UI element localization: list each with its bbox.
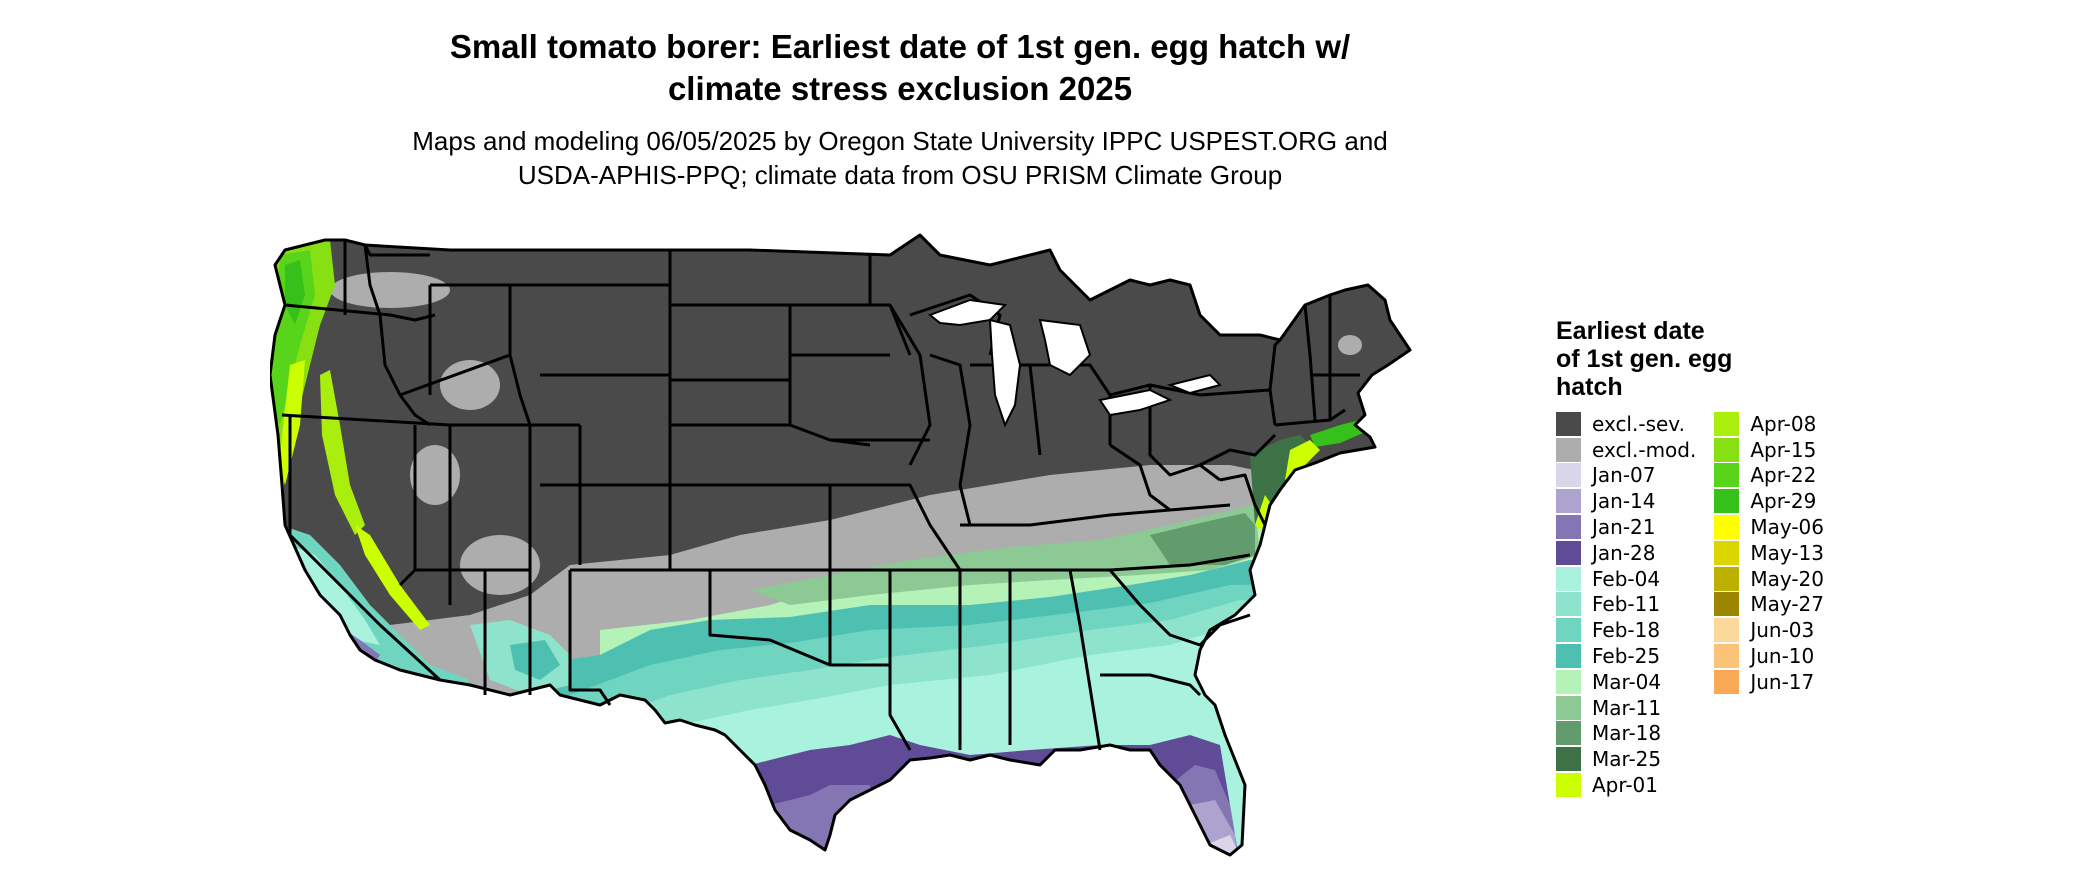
legend-swatch	[1556, 515, 1581, 540]
legend-item: Apr-01	[1556, 772, 1696, 798]
legend-label: May-27	[1750, 592, 1825, 617]
legend-label: Apr-08	[1750, 411, 1817, 436]
legend-item: Feb-18	[1556, 617, 1696, 643]
legend-label: Feb-18	[1592, 618, 1661, 643]
legend-swatch	[1714, 489, 1740, 514]
legend-column-1: excl.-sev. excl.-mod. Jan-07 Jan-14 Jan-21 Ja…	[1556, 411, 1696, 798]
legend-item: May-20	[1714, 566, 1824, 592]
map-subtitle-line-2: USDA-APHIS-PPQ; climate data from OSU PR…	[517, 160, 1283, 190]
legend-swatch	[1556, 437, 1581, 462]
legend-label: excl.-mod.	[1592, 437, 1697, 462]
legend-label: Mar-18	[1592, 721, 1662, 746]
legend-label: Mar-11	[1592, 695, 1662, 720]
legend-item: Apr-29	[1714, 488, 1824, 514]
legend-swatch	[1714, 592, 1740, 617]
map-title: Small tomato borer: Earliest date of 1st…	[0, 26, 1800, 110]
legend-swatch	[1556, 773, 1581, 798]
legend-label: Apr-22	[1750, 463, 1817, 488]
legend-item: excl.-sev.	[1556, 411, 1696, 437]
legend-label: Mar-04	[1592, 669, 1662, 694]
legend-swatch	[1714, 411, 1740, 436]
legend-swatch	[1714, 618, 1740, 643]
legend-label: excl.-sev.	[1592, 411, 1685, 436]
legend-item: Jun-10	[1714, 643, 1824, 669]
legend-item: Jan-14	[1556, 488, 1696, 514]
legend-title-line-3: hatch	[1556, 373, 1623, 401]
legend-swatch	[1556, 721, 1581, 746]
legend-label: May-13	[1750, 540, 1825, 565]
legend-label: Jun-10	[1750, 644, 1815, 669]
legend-label: Apr-01	[1592, 773, 1658, 798]
legend-item: May-06	[1714, 514, 1824, 540]
us-map	[270, 233, 1412, 857]
legend-label: May-20	[1750, 566, 1825, 591]
legend-swatch	[1714, 463, 1740, 488]
legend-swatch	[1556, 644, 1581, 669]
legend-swatch	[1556, 747, 1581, 772]
legend-swatch	[1556, 540, 1581, 565]
legend-item: Mar-25	[1556, 746, 1696, 772]
legend-item: May-27	[1714, 592, 1824, 618]
legend-label: Feb-25	[1592, 644, 1661, 669]
legend-item: Mar-04	[1556, 669, 1696, 695]
legend-swatch	[1714, 437, 1740, 462]
legend-label: Apr-29	[1750, 489, 1817, 514]
legend-label: Jan-14	[1592, 489, 1656, 514]
legend-swatch	[1714, 515, 1740, 540]
legend-item: Mar-18	[1556, 721, 1696, 747]
legend-swatch	[1556, 618, 1581, 643]
legend-item: Feb-04	[1556, 566, 1696, 592]
legend-title: Earliest date of 1st gen. egg hatch	[1556, 317, 1786, 401]
legend-label: Feb-11	[1592, 592, 1661, 617]
legend-label: Jun-17	[1750, 669, 1815, 694]
legend-swatch	[1556, 669, 1581, 694]
legend-item: Mar-11	[1556, 695, 1696, 721]
map-title-line-1: Small tomato borer: Earliest date of 1st…	[449, 28, 1351, 65]
legend-label: Jun-03	[1750, 618, 1815, 643]
legend-swatch	[1714, 566, 1740, 591]
legend-swatch	[1714, 669, 1740, 694]
legend-item: Jan-28	[1556, 540, 1696, 566]
legend-item: Apr-15	[1714, 437, 1824, 463]
legend-label: May-06	[1750, 515, 1825, 540]
legend-swatch	[1556, 489, 1581, 514]
legend-title-line-1: Earliest date	[1556, 317, 1705, 345]
legend-swatch	[1714, 644, 1740, 669]
legend-column-2: Apr-08 Apr-15 Apr-22 Apr-29 May-06 May-13 May-…	[1714, 411, 1824, 798]
legend-swatch	[1556, 592, 1581, 617]
legend-label: Jan-21	[1592, 515, 1656, 540]
legend-item: Jan-21	[1556, 514, 1696, 540]
map-subtitle: Maps and modeling 06/05/2025 by Oregon S…	[0, 124, 1800, 192]
legend-swatch	[1556, 411, 1581, 436]
legend-item: May-13	[1714, 540, 1824, 566]
legend-item: Feb-11	[1556, 592, 1696, 618]
legend-label: Feb-04	[1592, 566, 1661, 591]
legend-item: Jun-03	[1714, 617, 1824, 643]
legend-label: Mar-25	[1592, 747, 1662, 772]
legend-item: excl.-mod.	[1556, 437, 1696, 463]
legend-label: Jan-07	[1592, 463, 1656, 488]
legend-title-line-2: of 1st gen. egg	[1556, 345, 1733, 373]
legend-swatch	[1714, 540, 1740, 565]
legend-label: Jan-28	[1592, 540, 1656, 565]
legend-item: Jun-17	[1714, 669, 1824, 695]
legend-item: Apr-08	[1714, 411, 1824, 437]
map-subtitle-line-1: Maps and modeling 06/05/2025 by Oregon S…	[412, 126, 1388, 156]
legend-swatch	[1556, 566, 1581, 591]
legend-item: Feb-25	[1556, 643, 1696, 669]
legend-swatch	[1556, 695, 1581, 720]
map-legend: excl.-sev. excl.-mod. Jan-07 Jan-14 Jan-21 Ja…	[1556, 411, 1824, 798]
legend-item: Apr-22	[1714, 463, 1824, 489]
legend-item: Jan-07	[1556, 463, 1696, 489]
legend-label: Apr-15	[1750, 437, 1817, 462]
legend-swatch	[1556, 463, 1581, 488]
map-title-line-2: climate stress exclusion 2025	[667, 70, 1133, 107]
